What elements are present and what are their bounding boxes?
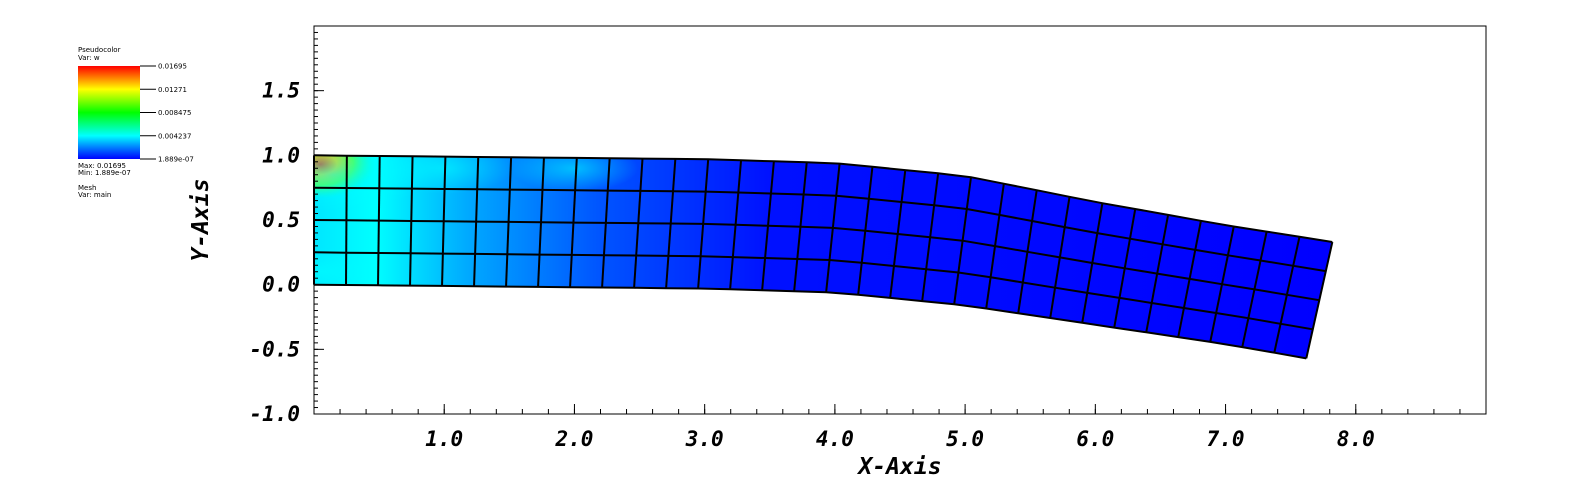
x-tick-label: 3.0 xyxy=(685,427,724,451)
legend-mesh-var-label: Var: main xyxy=(78,191,111,199)
y-tick-label: -0.5 xyxy=(249,337,300,361)
mesh-column-line xyxy=(505,157,513,287)
mesh-column-line xyxy=(889,169,907,299)
mesh-column-line xyxy=(1177,220,1202,338)
mesh-column-line xyxy=(985,183,1005,309)
mesh-row-line xyxy=(313,251,1313,331)
mesh-column-line xyxy=(633,158,644,288)
mesh-row-line xyxy=(313,154,1333,243)
legend-min-label: Min: 1.889e-07 xyxy=(78,169,131,177)
y-tick-label: 1.0 xyxy=(262,143,300,167)
y-tick-label: 1.5 xyxy=(262,79,300,103)
mesh-column-line xyxy=(345,155,348,285)
mesh-column-line xyxy=(473,156,480,287)
field-hotspot xyxy=(314,247,385,296)
mesh-column-line xyxy=(953,177,972,305)
mesh-column-line xyxy=(537,157,545,287)
mesh-column-line xyxy=(1113,208,1137,328)
mesh-column-line xyxy=(729,160,743,290)
colorbar-tick-label: 1.889e-07 xyxy=(158,156,194,164)
mesh-column-line xyxy=(697,159,710,289)
colorbar-tick-label: 0.01695 xyxy=(158,63,187,71)
x-axis-label: X-Axis xyxy=(856,454,941,480)
mesh-row-line xyxy=(313,186,1326,273)
colorbar-tick-label: 0.004237 xyxy=(158,132,191,140)
colorbar-ticks: 0.01695 0.01271 0.008475 0.004237 1.889e-07 xyxy=(140,63,194,164)
mesh-column-line xyxy=(761,161,775,291)
mesh-column-line xyxy=(601,158,611,288)
x-tick-label: 8.0 xyxy=(1337,427,1375,451)
beam-mesh xyxy=(313,154,1334,360)
mesh-column-line xyxy=(441,156,447,286)
mesh-column-line xyxy=(1017,190,1038,314)
mesh-column-line xyxy=(825,163,841,293)
mesh-column-line xyxy=(1273,236,1301,353)
mesh-row-line xyxy=(313,219,1320,302)
colorbar-tick-label: 0.008475 xyxy=(158,109,191,117)
x-tick-label: 7.0 xyxy=(1207,427,1245,451)
legend-max-label: Max: 0.01695 xyxy=(78,162,126,170)
y-axis-label: Y-Axis xyxy=(188,178,214,261)
y-tick-label: -1.0 xyxy=(249,402,300,426)
x-tick-label: 2.0 xyxy=(554,427,593,451)
colorbar-tick-label: 0.01271 xyxy=(158,86,187,94)
y-tick-label: 0.0 xyxy=(262,273,300,297)
mesh-column-line xyxy=(1305,241,1334,359)
mesh-column-line xyxy=(1049,196,1071,319)
axes: 1.0 2.0 3.0 4.0 5.0 6.0 7.0 8.0 -1.0 -0.5 0.0 0.5 1.… xyxy=(249,31,1461,451)
x-tick-label: 6.0 xyxy=(1076,427,1114,451)
mesh-column-line xyxy=(377,155,381,286)
mesh-column-line xyxy=(793,162,808,292)
mesh-column-line xyxy=(1145,214,1170,333)
x-tick-label: 1.0 xyxy=(425,427,463,451)
mesh-column-line xyxy=(569,157,578,288)
legend-plot-type: Pseudocolor xyxy=(78,46,121,54)
mesh-column-line xyxy=(1081,202,1104,323)
beam-field xyxy=(314,155,1333,359)
mesh-column-line xyxy=(1241,231,1268,348)
x-tick-label: 4.0 xyxy=(816,427,854,451)
legend: Pseudocolor Var: w 0.01695 0.01271 0.00847… xyxy=(78,46,194,199)
legend-mesh-label: Mesh xyxy=(78,184,96,192)
colorbar xyxy=(78,66,140,159)
legend-var-label: Var: w xyxy=(78,54,100,62)
y-tick-label: 0.5 xyxy=(262,208,300,232)
mesh-column-line xyxy=(921,173,940,302)
mesh-row-line xyxy=(313,283,1307,360)
mesh-column-line xyxy=(1209,226,1235,343)
mesh-column-line xyxy=(857,166,874,295)
x-tick-label: 5.0 xyxy=(946,427,984,451)
mesh-column-line xyxy=(409,156,414,286)
mesh-column-line xyxy=(665,158,677,289)
